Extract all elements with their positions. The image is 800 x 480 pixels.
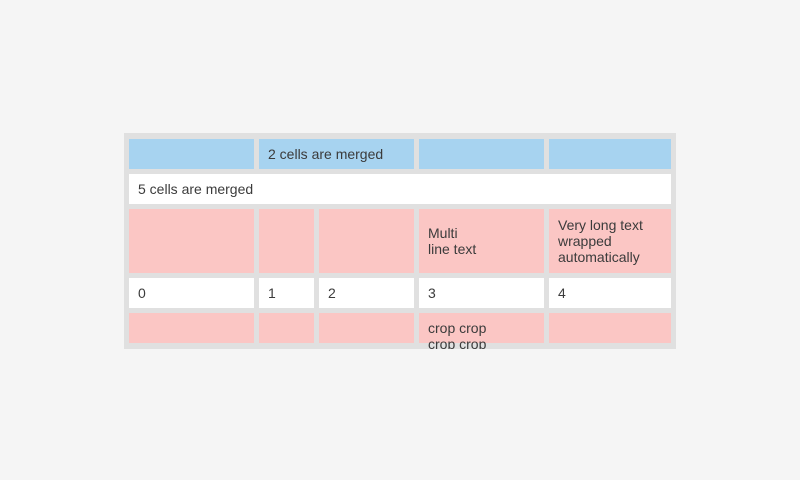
cell-r5c2[interactable] (319, 313, 414, 343)
cell-r5c1[interactable] (259, 313, 314, 343)
cell-r3c1[interactable] (259, 209, 314, 273)
cell-text: 3 (428, 285, 436, 301)
table-widget[interactable]: 2 cells are merged 5 cells are merged Mu… (124, 133, 676, 349)
cell-r4c1[interactable]: 1 (259, 278, 314, 308)
cell-text: 1 (268, 285, 276, 301)
cell-text: 2 (328, 285, 336, 301)
cell-r3c2[interactable] (319, 209, 414, 273)
cell-text: crop crop crop crop (428, 320, 487, 349)
cell-text: 5 cells are merged (138, 181, 254, 197)
cell-text: 0 (138, 285, 146, 301)
cell-r2-merged-row[interactable]: 5 cells are merged (129, 174, 671, 204)
cell-text: Multi line text (428, 225, 477, 257)
cell-r1c3[interactable] (419, 139, 544, 169)
cell-r4c0[interactable]: 0 (129, 278, 254, 308)
cell-text: 4 (558, 285, 566, 301)
cell-text: 2 cells are merged (268, 146, 384, 162)
cell-r3c0[interactable] (129, 209, 254, 273)
cell-r1c4[interactable] (549, 139, 671, 169)
cell-wrapped-text[interactable]: Very long text wrapped automatically (549, 209, 671, 273)
cell-r5c0[interactable] (129, 313, 254, 343)
cell-r1-merged-c1c2[interactable]: 2 cells are merged (259, 139, 414, 169)
cell-r1c0[interactable] (129, 139, 254, 169)
cell-r4c2[interactable]: 2 (319, 278, 414, 308)
cell-cropped-text[interactable]: crop crop crop crop (419, 313, 544, 349)
cell-r5c4[interactable] (549, 313, 671, 343)
cell-r4c3[interactable]: 3 (419, 278, 544, 308)
cell-multi-line-text[interactable]: Multi line text (419, 209, 544, 273)
cell-text: Very long text wrapped automatically (558, 217, 643, 265)
cell-r4c4[interactable]: 4 (549, 278, 671, 308)
